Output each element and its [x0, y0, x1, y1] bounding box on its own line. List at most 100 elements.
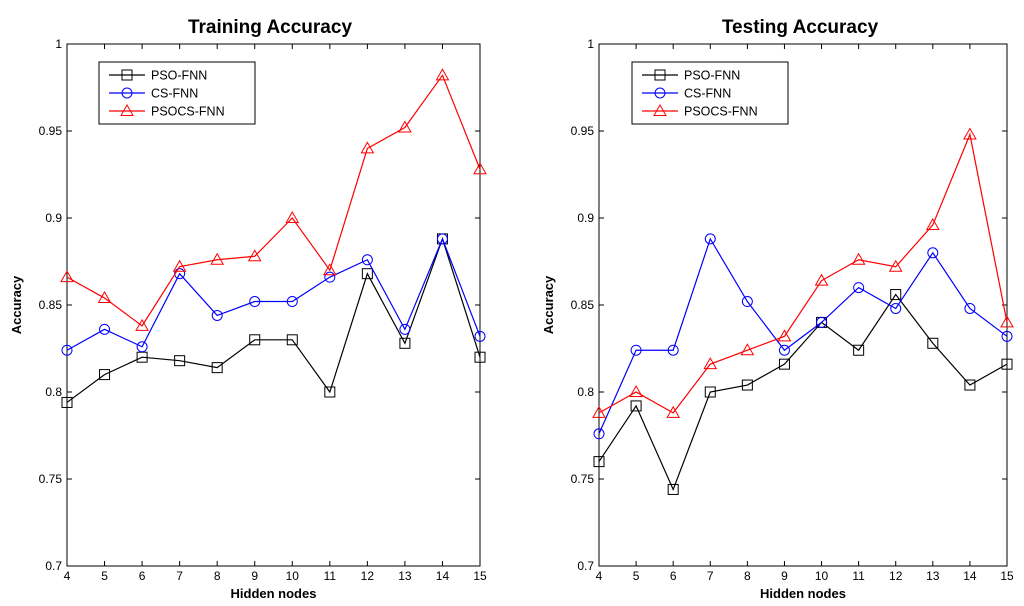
- data-point: [593, 428, 605, 440]
- data-point: [324, 386, 336, 398]
- data-point: [322, 263, 337, 276]
- x-tick-label: 4: [64, 569, 71, 583]
- x-tick-label: 5: [101, 569, 108, 583]
- data-point: [435, 68, 450, 81]
- x-tick-label: 9: [781, 569, 788, 583]
- data-point: [211, 309, 223, 321]
- x-tick-label: 6: [670, 569, 677, 583]
- data-point: [704, 386, 716, 398]
- x-tick-label: 12: [361, 569, 375, 583]
- data-point: [630, 344, 642, 356]
- data-point: [249, 334, 261, 346]
- data-point: [927, 337, 939, 349]
- data-point: [136, 341, 148, 353]
- data-point: [629, 384, 643, 397]
- series-psocs-fnn: [60, 68, 487, 331]
- x-tick-label: 15: [473, 569, 487, 583]
- data-point: [927, 247, 939, 259]
- data-point: [286, 296, 298, 308]
- y-tick-label: 1: [587, 37, 594, 51]
- data-point: [740, 343, 755, 356]
- y-axis-label: Accuracy: [541, 275, 556, 334]
- data-point: [210, 252, 225, 265]
- data-point: [741, 296, 753, 308]
- data-point: [1001, 330, 1013, 342]
- series-line-cs-fnn: [598, 237, 1008, 435]
- series-line-psocs-fnn: [66, 74, 481, 327]
- legend: PSO-FNN CS-FNN PSOCS-FNN: [98, 61, 256, 125]
- data-point: [851, 252, 866, 265]
- data-point: [814, 273, 829, 286]
- data-point: [704, 233, 716, 245]
- data-point: [703, 357, 718, 370]
- legend-label: PSOCS-FNN: [151, 105, 225, 119]
- data-point: [61, 396, 73, 408]
- data-point: [398, 120, 412, 133]
- legend-label: PSOCS-FNN: [684, 105, 758, 119]
- legend-label: PSO-FNN: [151, 69, 207, 83]
- data-point: [60, 270, 74, 283]
- data-point: [1000, 315, 1014, 328]
- legend-label: CS-FNN: [151, 87, 198, 101]
- x-tick-label: 4: [596, 569, 603, 583]
- data-point: [741, 379, 753, 391]
- series-line-psocs-fnn: [598, 132, 1008, 414]
- series-pso-fnn: [61, 233, 486, 408]
- y-tick-label: 0.8: [577, 385, 594, 399]
- series-cs-fnn: [61, 233, 486, 356]
- legend-label: PSO-FNN: [684, 69, 740, 83]
- data-point: [174, 355, 186, 367]
- legend: PSO-FNN CS-FNN PSOCS-FNN: [631, 61, 789, 125]
- data-point: [964, 302, 976, 314]
- data-point: [778, 344, 790, 356]
- data-point: [247, 249, 262, 262]
- x-tick-label: 10: [815, 569, 829, 583]
- series-pso-fnn: [593, 289, 1013, 495]
- data-point: [666, 405, 681, 418]
- data-point: [964, 379, 976, 391]
- x-axis-label: Hidden nodes: [231, 586, 317, 601]
- data-point: [135, 318, 149, 331]
- data-point: [286, 334, 298, 346]
- y-tick-label: 0.95: [571, 124, 595, 138]
- series-line-pso-fnn: [598, 293, 1008, 492]
- series-line-cs-fnn: [66, 237, 481, 351]
- data-point: [399, 323, 411, 335]
- y-axis-label: Accuracy: [9, 275, 24, 334]
- data-point: [97, 291, 112, 304]
- data-point: [890, 302, 902, 314]
- data-point: [667, 344, 679, 356]
- x-tick-label: 8: [214, 569, 221, 583]
- x-tick-label: 13: [398, 569, 412, 583]
- data-point: [474, 330, 486, 342]
- y-tick-label: 0.7: [577, 559, 594, 573]
- data-point: [888, 259, 903, 272]
- x-tick-label: 12: [889, 569, 903, 583]
- data-point: [890, 289, 902, 301]
- data-point: [399, 337, 411, 349]
- data-point: [1001, 358, 1013, 370]
- y-tick-label: 0.7: [45, 559, 62, 573]
- data-point: [99, 323, 111, 335]
- data-point: [172, 259, 187, 272]
- series-line-pso-fnn: [66, 237, 481, 403]
- data-point: [324, 271, 336, 283]
- y-tick-label: 0.85: [39, 298, 63, 312]
- x-tick-label: 7: [176, 569, 183, 583]
- y-tick-label: 0.75: [39, 472, 63, 486]
- y-tick-label: 0.85: [571, 298, 595, 312]
- x-tick-label: 7: [707, 569, 714, 583]
- data-point: [853, 344, 865, 356]
- data-point: [593, 456, 605, 468]
- y-tick-label: 1: [55, 37, 62, 51]
- chart-title: Training Accuracy: [188, 17, 352, 38]
- data-point: [630, 400, 642, 412]
- data-point: [925, 217, 940, 230]
- y-tick-label: 0.9: [577, 211, 594, 225]
- data-point: [473, 162, 487, 175]
- legend-marker: [121, 69, 133, 81]
- data-point: [667, 483, 679, 495]
- data-point: [592, 405, 606, 418]
